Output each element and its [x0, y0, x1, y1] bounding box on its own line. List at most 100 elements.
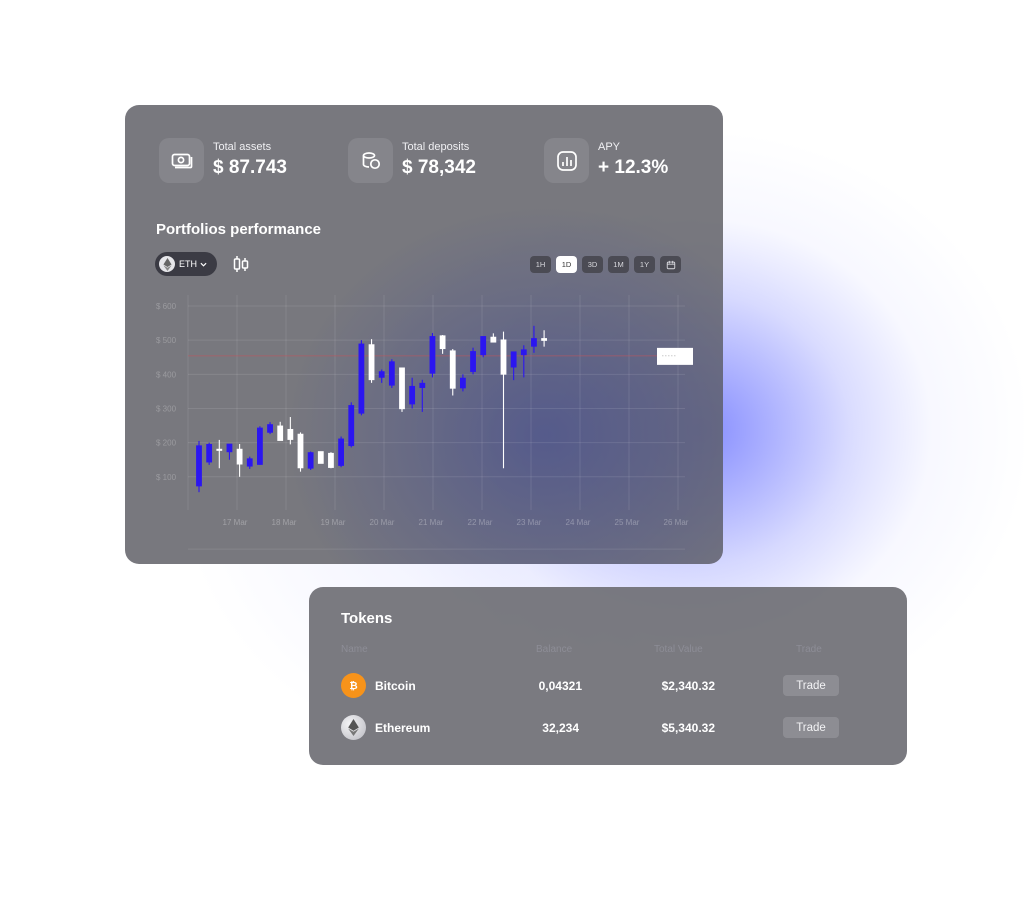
timeframe-3d[interactable]: 3D [582, 256, 603, 273]
token-balance: 32,234 [542, 721, 579, 735]
y-tick-label: $ 400 [156, 370, 177, 379]
timeframe-1d[interactable]: 1D [556, 256, 577, 273]
stat-label: APY [598, 141, 621, 153]
token-row-bitcoin: ₿ Bitcoin 0,04321 $2,340.32 Trade [309, 671, 907, 701]
candle [277, 421, 284, 441]
candle [490, 333, 497, 343]
candle-body [328, 452, 334, 468]
y-tick-label: $ 100 [156, 473, 177, 482]
x-tick-label: 25 Mar [615, 518, 640, 527]
candle-body [338, 438, 344, 466]
candle [541, 330, 547, 347]
candle-body [246, 458, 253, 467]
x-tick-label: 21 Mar [419, 518, 444, 527]
column-header-name: Name [341, 644, 368, 655]
coins-icon [348, 138, 393, 183]
candle [388, 359, 395, 388]
y-tick-label: $ 600 [156, 302, 177, 311]
candle [449, 349, 456, 396]
trade-button[interactable]: Trade [783, 717, 839, 738]
candle [236, 444, 243, 477]
token-total-value: $2,340.32 [661, 679, 715, 693]
candle-body [206, 444, 213, 463]
bitcoin-icon: ₿ [341, 673, 366, 698]
portfolio-card: Total assets $ 87.743 Total deposits $ 7… [125, 105, 723, 564]
candle [480, 336, 487, 358]
column-header-trade: Trade [796, 644, 822, 655]
candle-body [419, 382, 426, 388]
stat-value: + 12.3% [598, 157, 669, 178]
asset-selector[interactable]: ETH [155, 252, 217, 276]
candle-body [480, 336, 487, 356]
chevron-down-icon [200, 262, 207, 267]
candle [439, 335, 446, 354]
token-balance: 0,04321 [538, 679, 582, 693]
candle-body [439, 335, 446, 350]
candle-body [196, 445, 202, 487]
candle [226, 443, 233, 460]
candle-body [226, 443, 233, 453]
timeframe-selector: 1H 1D 3D 1M 1Y [530, 256, 681, 273]
y-tick-label: $ 300 [156, 404, 177, 413]
stat-apy: APY + 12.3% [544, 138, 668, 183]
candle [409, 377, 416, 409]
candle [378, 369, 385, 383]
candle [419, 379, 426, 412]
candle-body [510, 351, 517, 368]
x-tick-label: 24 Mar [566, 518, 591, 527]
ethereum-icon [341, 715, 366, 740]
candle [429, 332, 436, 378]
candle [500, 331, 507, 469]
candle-body [429, 336, 436, 374]
candle [470, 347, 476, 375]
x-tick-label: 18 Mar [272, 518, 297, 527]
candle-body [388, 361, 395, 386]
candle-body [541, 338, 547, 341]
money-icon [159, 138, 204, 183]
reference-price-tag [657, 347, 693, 365]
candle [257, 426, 263, 465]
candle-body [216, 448, 223, 451]
tokens-title: Tokens [341, 610, 393, 627]
candle-body [307, 452, 314, 469]
candle-body [236, 448, 243, 465]
stat-value: $ 87.743 [213, 157, 287, 178]
timeframe-1y[interactable]: 1Y [634, 256, 655, 273]
candle [297, 432, 304, 472]
bar-chart-icon [544, 138, 589, 183]
candle-body [490, 336, 497, 343]
candle-body [520, 349, 527, 356]
calendar-icon[interactable] [660, 256, 681, 273]
candle [460, 374, 466, 392]
token-name: Bitcoin [375, 679, 416, 693]
candle [338, 436, 344, 468]
candle [196, 440, 202, 493]
chart-title: Portfolios performance [156, 221, 322, 238]
candle-body [531, 338, 537, 347]
candle-body [378, 371, 385, 378]
candle-body [470, 351, 476, 372]
candle-body [348, 405, 355, 447]
timeframe-1h[interactable]: 1H [530, 256, 551, 273]
candle [267, 422, 273, 435]
candle [317, 451, 324, 464]
candle [287, 417, 294, 445]
x-tick-label: 17 Mar [223, 518, 248, 527]
token-row-ethereum: Ethereum 32,234 $5,340.32 Trade [309, 713, 907, 743]
stat-total-deposits: Total deposits $ 78,342 [348, 138, 476, 183]
stat-label: Total assets [213, 141, 272, 153]
candle-body [399, 367, 405, 410]
candle-body [449, 350, 456, 389]
candle [531, 325, 537, 353]
candle-body [460, 377, 466, 389]
x-tick-label: 19 Mar [321, 518, 346, 527]
candle-body [277, 425, 284, 441]
stat-value: $ 78,342 [402, 157, 476, 178]
candle-body [267, 424, 273, 433]
candle-body [297, 433, 304, 469]
y-tick-label: $ 500 [156, 336, 177, 345]
trade-button[interactable]: Trade [783, 675, 839, 696]
candlestick-icon[interactable] [231, 254, 251, 274]
timeframe-1m[interactable]: 1M [608, 256, 629, 273]
candle [520, 345, 527, 378]
